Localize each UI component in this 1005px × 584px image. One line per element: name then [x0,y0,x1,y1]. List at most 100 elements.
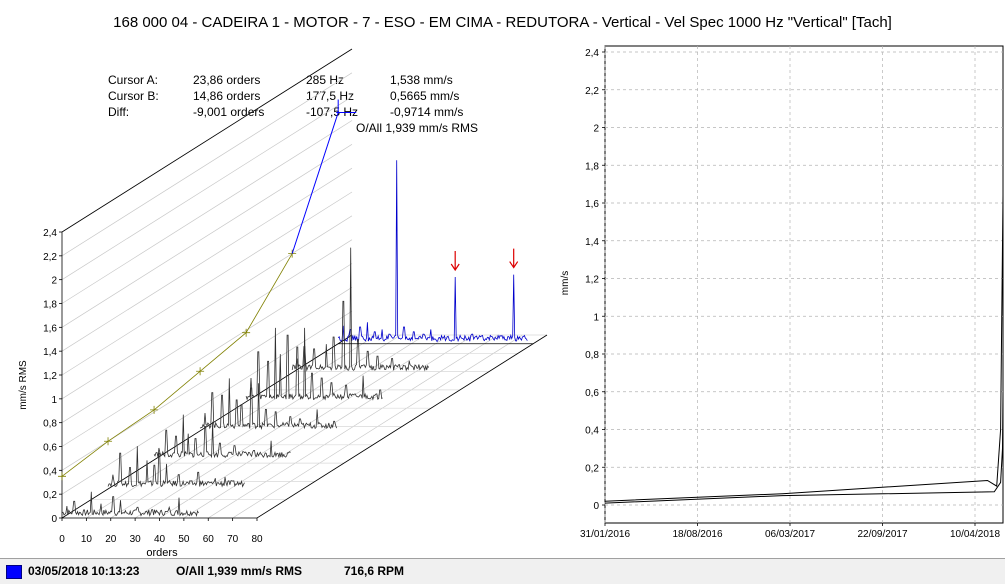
trend-series-line [604,195,1004,502]
wall-gridline [61,239,353,423]
trend-x-tick-label: 06/03/2017 [765,529,815,540]
spectrum-trace [199,378,337,431]
overall-marker [196,367,205,376]
waterfall-axes: 0 0,2 0,4 0,6 0,8 1 1,2 1,4 1,6 1,8 2 2,2 2,4 0 10 20 30… [43,48,548,545]
y-tick-label: 0,4 [43,466,57,477]
y-tick-label: 1,2 [43,371,57,382]
trend-series [604,195,1004,504]
trend-axes: 0 0,2 0,4 0,6 0,8 1 1,2 1,4 1,6 1,8 2 2,2 2,4 31/01/2… [580,48,1000,540]
waterfall-chart[interactable]: 0 0,2 0,4 0,6 0,8 1 1,2 1,4 1,6 1,8 2 2,2 2,4 0 10 20 30… [0,38,560,558]
overall-marker [242,328,251,337]
trend-x-tick-label: 31/01/2016 [580,529,630,540]
x-tick-label: 60 [203,534,215,545]
wall-gridline [61,120,353,304]
trend-y-tick-label: 1,6 [585,199,599,210]
trend-x-tick-label: 10/04/2018 [950,529,1000,540]
cursor-a-row: Cursor A: 23,86 orders 285 Hz 1,538 mm/s [108,72,528,88]
x-tick-label: 20 [105,534,117,545]
wall-top-edge [61,48,353,233]
cursor-marker-arrow [450,250,460,272]
waterfall-x-axis-label: orders [146,547,178,558]
cursor-a-order: 23,86 orders [193,73,261,87]
floor-left-edge [61,334,353,519]
status-bar: 03/05/2018 10:13:23 O/All 1,939 mm/s RMS… [0,558,1005,584]
cursor-b-row: Cursor B: 14,86 orders 177,5 Hz 0,5665 m… [108,88,528,104]
cursor-a-label: Cursor A: [108,73,159,87]
x-tick-label: 10 [81,534,93,545]
trend-y-tick-label: 0,4 [585,426,599,437]
status-overall: O/All 1,939 mm/s RMS [176,564,303,578]
trend-y-tick-label: 1,4 [585,237,599,248]
waterfall-y-axis-label: mm/s RMS [18,360,29,410]
wall-gridline [61,215,353,400]
x-tick-label: 40 [154,534,166,545]
trend-y-tick-label: 0 [593,501,599,512]
overall-marker [150,405,159,414]
cursor-a-amp: 1,538 mm/s [390,73,453,87]
waterfall-grid [61,48,548,519]
y-tick-label: 0,6 [43,443,57,454]
trend-y-axis-label: mm/s [560,271,571,295]
trend-plot-frame [604,45,1004,524]
overall-marker [58,472,66,481]
spectrum-trace [291,247,430,372]
overall-latest-marker [336,99,357,114]
series-color-swatch [6,565,22,579]
y-tick-label: 2,4 [43,228,57,239]
waterfall-series [61,160,528,518]
x-tick-label: 0 [59,534,65,545]
x-tick-label: 30 [130,534,142,545]
cursor-marker-arrow [509,248,519,269]
trend-y-tick-label: 1 [593,312,599,323]
active-spectrum [337,160,528,343]
waterfall-overlay [58,99,534,481]
trend-y-tick-label: 0,2 [585,463,599,474]
trend-grid [604,45,1004,524]
cursor-b-label: Cursor B: [108,89,159,103]
cursor-diff-label: Diff: [108,105,130,119]
y-tick-label: 0 [51,514,57,525]
trend-y-tick-label: 2,4 [585,48,599,59]
wall-gridline [61,310,353,495]
status-date: 03/05/2018 10:13:23 [28,564,140,578]
x-tick-label: 70 [227,534,239,545]
wall-gridline [61,96,353,280]
y-tick-label: 0,8 [43,419,57,430]
spectrum-trace [61,491,199,518]
trend-y-tick-label: 1,8 [585,161,599,172]
trend-chart[interactable]: 0 0,2 0,4 0,6 0,8 1 1,2 1,4 1,6 1,8 2 2,2 2,4 31/01/2… [555,38,1005,568]
y-tick-label: 1,6 [43,323,57,334]
spectrum-trace [107,446,245,488]
cursor-diff-freq: -107,5 Hz [306,105,359,119]
spectrum-trace [245,327,383,401]
x-tick-label: 50 [178,534,190,545]
wall-gridline [61,191,353,376]
cursor-diff-amp: -0,9714 mm/s [390,105,464,119]
wall-gridline [61,167,353,352]
overall-readout: O/All 1,939 mm/s RMS [356,121,479,135]
trend-y-tick-label: 0,8 [585,350,599,361]
wall-gridline [61,144,353,328]
x-tick-label: 80 [251,534,263,545]
spectrum-trace [153,414,291,459]
status-rpm: 716,6 RPM [344,564,405,578]
trend-y-tick-label: 0,6 [585,388,599,399]
cursor-b-freq: 177,5 Hz [306,89,355,103]
trend-y-tick-label: 1,2 [585,275,599,286]
y-tick-label: 1 [51,395,57,406]
overall-latest-line [291,112,339,254]
overall-trend-line [61,253,293,477]
y-tick-label: 1,4 [43,347,57,358]
y-tick-label: 2 [51,276,57,287]
trend-y-tick-label: 2,2 [585,86,599,97]
wall-gridline [61,263,353,447]
cursor-b-order: 14,86 orders [193,89,261,103]
overall-marker [104,437,113,446]
trend-y-tick-label: 2 [593,124,599,135]
trend-series-line [604,393,1004,504]
y-tick-label: 0,2 [43,490,57,501]
chart-title: 168 000 04 - CADEIRA 1 - MOTOR - 7 - ESO… [113,14,892,31]
cursor-b-amp: 0,5665 mm/s [390,89,460,103]
y-tick-label: 1,8 [43,300,57,311]
wall-gridline [61,72,353,257]
